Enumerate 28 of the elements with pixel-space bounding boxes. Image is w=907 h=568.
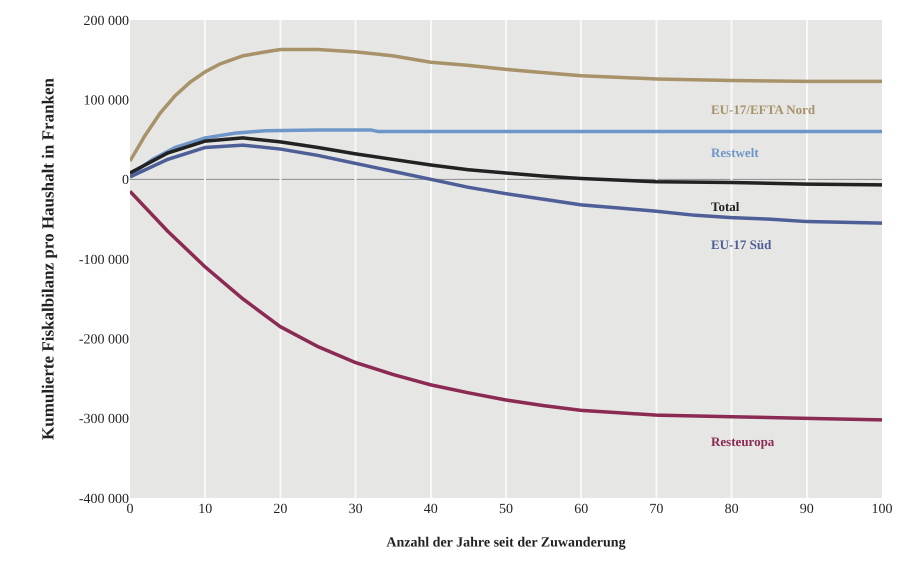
y-tick-label: -300 000	[78, 412, 129, 428]
series-label: EU-17 Süd	[711, 237, 772, 252]
x-tick-label: 50	[499, 502, 513, 517]
x-axis-title: Anzahl der Jahre seit der Zuwanderung	[386, 535, 626, 550]
series-label: Restwelt	[711, 145, 760, 160]
x-tick-label: 100	[872, 502, 892, 517]
y-tick-label: -200 000	[78, 332, 129, 348]
line-series	[130, 190, 882, 422]
y-tick-label: 100 000	[84, 94, 129, 109]
x-tick-label: 30	[348, 502, 363, 517]
x-tick-label: 20	[273, 502, 288, 517]
series-label: EU-17/EFTA Nord	[711, 102, 816, 117]
line-series	[130, 128, 882, 178]
line-series	[130, 136, 882, 187]
x-tick-label: 90	[800, 502, 814, 517]
series-label: Total	[711, 199, 740, 214]
series-label: Resteuropa	[711, 434, 775, 449]
x-tick-label: 70	[649, 502, 664, 517]
y-tick-label: -100 000	[78, 252, 129, 268]
line-series	[130, 143, 882, 225]
x-tick-label: 40	[424, 502, 438, 517]
x-tick-label: 10	[198, 502, 212, 517]
x-tick-label: 80	[724, 502, 739, 517]
y-tick-label: 200 000	[84, 14, 129, 29]
line-series	[130, 48, 882, 163]
y-tick-label: 0	[122, 173, 129, 188]
x-tick-label: 60	[574, 502, 588, 517]
y-axis-title: Kumulierte Fiskalbilanz pro Haushalt in Franken	[38, 77, 58, 440]
